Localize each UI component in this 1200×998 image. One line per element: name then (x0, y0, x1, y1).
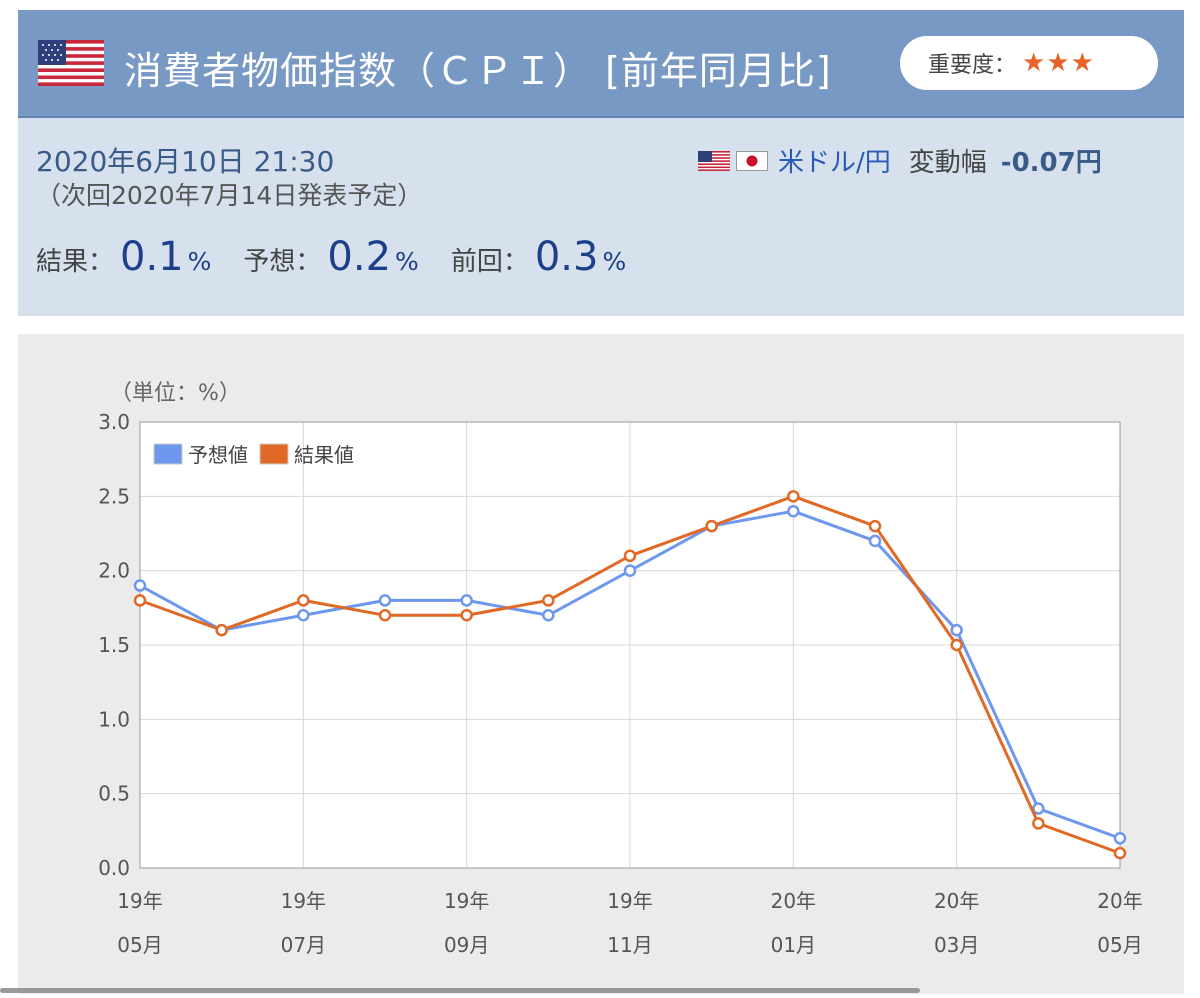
plot-border (139, 421, 1121, 869)
x-tick-label-year: 19年 (607, 889, 652, 913)
next-release: （次回2020年7月14日発表予定） (36, 181, 423, 210)
x-tick-label-year: 19年 (117, 889, 162, 913)
chart-panel: （単位：%） 0.0 0.5 1.0 1.5 2.0 2.5 3.0 19年 05月 19年 07月… (18, 334, 1184, 994)
jp-flag-small-icon (736, 150, 768, 171)
currency-pair-row: 米ドル/円 変動幅 -0.07円 (698, 142, 1102, 179)
unit-label: （単位：%） (110, 381, 241, 406)
previous-label: 前回： (450, 247, 529, 277)
x-tick-label-year: 20年 (1097, 889, 1142, 913)
x-tick-label-year: 19年 (281, 889, 326, 913)
change-label: 変動幅 (908, 148, 987, 178)
us-flag-small-icon (698, 150, 730, 171)
data-point (950, 623, 963, 637)
us-flag-icon (38, 40, 104, 86)
data-point (623, 564, 637, 577)
data-point (1113, 846, 1127, 860)
data-point (460, 594, 473, 607)
data-point (705, 519, 718, 533)
data-point (868, 519, 882, 533)
data-point (378, 594, 392, 607)
data-point (378, 609, 392, 622)
change-value: -0.07円 (1000, 148, 1102, 178)
importance-badge: 重要度： ★★★ (900, 36, 1158, 90)
x-tick-label-month: 03月 (934, 933, 979, 957)
y-tick-label: 0.5 (98, 782, 130, 806)
legend-swatch-1 (153, 443, 183, 465)
legend-swatch-2 (259, 443, 289, 465)
previous-unit: % (602, 247, 627, 276)
event-header: 消費者物価指数（ＣＰＩ） [前年同月比] 重要度： ★★★ (18, 10, 1184, 118)
data-point (868, 534, 882, 548)
data-point (542, 609, 555, 622)
data-point (215, 623, 228, 637)
data-point (950, 638, 963, 652)
data-point (787, 504, 800, 518)
release-datetime: 2020年6月10日 21:30 (36, 145, 335, 178)
event-info-panel: 2020年6月10日 21:30 （次回2020年7月14日発表予定） 米ドル/… (18, 118, 1184, 316)
indicator-values: 結果： 0.1 % 予想： 0.2 % 前回： 0.3 % (36, 234, 658, 280)
forecast-unit: % (395, 247, 419, 276)
x-tick-label-year: 20年 (934, 889, 979, 913)
result-unit: % (187, 247, 212, 276)
forecast-value: 0.2 (327, 234, 392, 280)
y-tick-label: 0.0 (98, 856, 130, 880)
y-tick-label: 1.0 (98, 707, 130, 731)
data-point (133, 579, 147, 592)
result-label: 結果： (36, 247, 115, 277)
legend-label-2: 結果値 (294, 443, 354, 467)
x-tick-label-month: 05月 (117, 933, 162, 957)
page-title: 消費者物価指数（ＣＰＩ） [前年同月比] (124, 49, 832, 93)
x-tick-label-month: 07月 (281, 933, 326, 957)
x-tick-label-month: 01月 (771, 933, 816, 957)
data-point (460, 609, 473, 622)
currency-pair-link[interactable]: 米ドル/円 (778, 148, 891, 178)
horizontal-scrollbar[interactable] (0, 988, 920, 993)
data-point (297, 609, 310, 622)
forecast-label: 予想： (243, 247, 322, 277)
data-point (297, 594, 310, 607)
x-tick-label-year: 19年 (444, 889, 489, 913)
y-tick-label: 1.5 (98, 633, 130, 657)
data-point (542, 594, 555, 607)
data-point (787, 490, 800, 503)
previous-value: 0.3 (534, 234, 599, 280)
result-value: 0.1 (120, 234, 184, 280)
importance-stars: ★★★ (1022, 48, 1095, 78)
legend-label-1: 予想値 (188, 443, 248, 467)
data-point (1113, 832, 1127, 845)
x-tick-label-year: 20年 (771, 889, 816, 913)
cpi-line-chart: （単位：%） 0.0 0.5 1.0 1.5 2.0 2.5 3.0 19年 05月 19年 07月… (98, 381, 1143, 957)
y-tick-label: 3.0 (98, 410, 130, 434)
data-point (133, 594, 147, 607)
y-tick-label: 2.0 (98, 559, 130, 583)
data-point (1032, 817, 1045, 830)
x-tick-label-month: 11月 (607, 933, 652, 957)
x-tick-label-month: 09月 (444, 933, 489, 957)
data-point (623, 549, 637, 563)
y-tick-label: 2.5 (98, 484, 130, 508)
data-point (1032, 802, 1045, 815)
importance-label: 重要度： (928, 53, 1017, 78)
x-tick-label-month: 05月 (1097, 933, 1142, 957)
